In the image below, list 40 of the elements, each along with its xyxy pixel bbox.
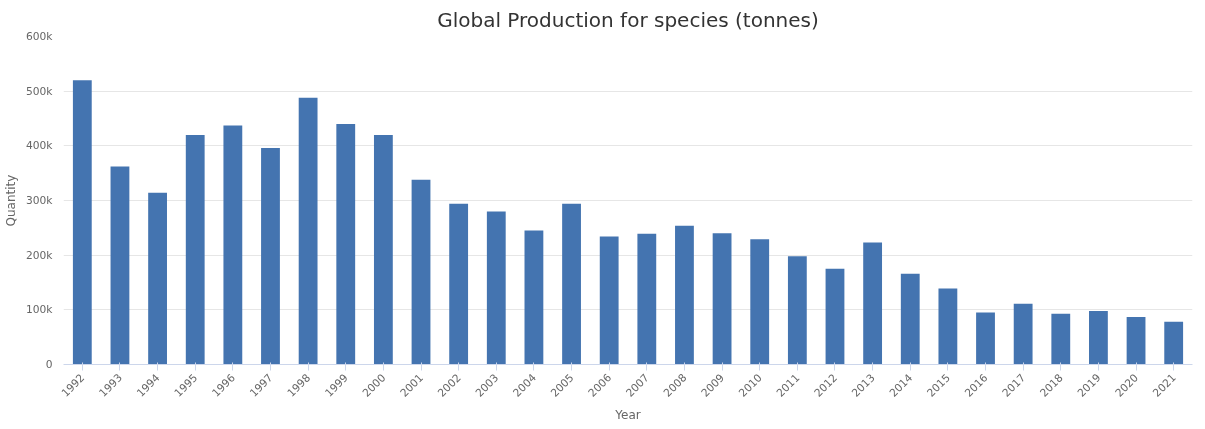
bar [976, 312, 995, 365]
chart-title: Global Production for species (tonnes) [437, 7, 819, 32]
bar [750, 239, 770, 365]
x-axis-title: Year [614, 408, 641, 423]
bar [1164, 321, 1184, 365]
bar [223, 125, 243, 365]
bar [1089, 310, 1108, 365]
bar [261, 148, 280, 365]
bar [411, 179, 431, 365]
bar [825, 268, 845, 365]
bar [449, 203, 469, 365]
bar [637, 233, 657, 365]
y-tick-label: 0 [45, 358, 53, 371]
bar [1051, 313, 1071, 365]
bar [72, 80, 92, 365]
y-tick-label: 600k [25, 30, 54, 43]
bar [298, 97, 318, 365]
bar [863, 242, 883, 365]
bar [1013, 303, 1033, 365]
y-tick-label: 100k [25, 303, 54, 317]
bar [110, 166, 130, 365]
bar [900, 273, 920, 365]
bar [712, 233, 732, 365]
bar [524, 230, 544, 365]
bar [148, 192, 167, 365]
bar [599, 236, 619, 365]
y-tick-label: 400k [25, 139, 54, 153]
bar [373, 134, 393, 365]
bar [562, 203, 581, 365]
bar [336, 123, 356, 365]
bar [486, 211, 506, 365]
y-tick-label: 500k [25, 84, 54, 98]
bar [185, 134, 205, 365]
bar [787, 256, 807, 365]
y-tick-label: 200k [25, 248, 54, 262]
y-axis-title: Quantity [3, 174, 18, 227]
bar [675, 225, 694, 365]
bar [938, 288, 958, 365]
y-tick-label: 300k [25, 194, 54, 207]
bar [1126, 316, 1146, 365]
